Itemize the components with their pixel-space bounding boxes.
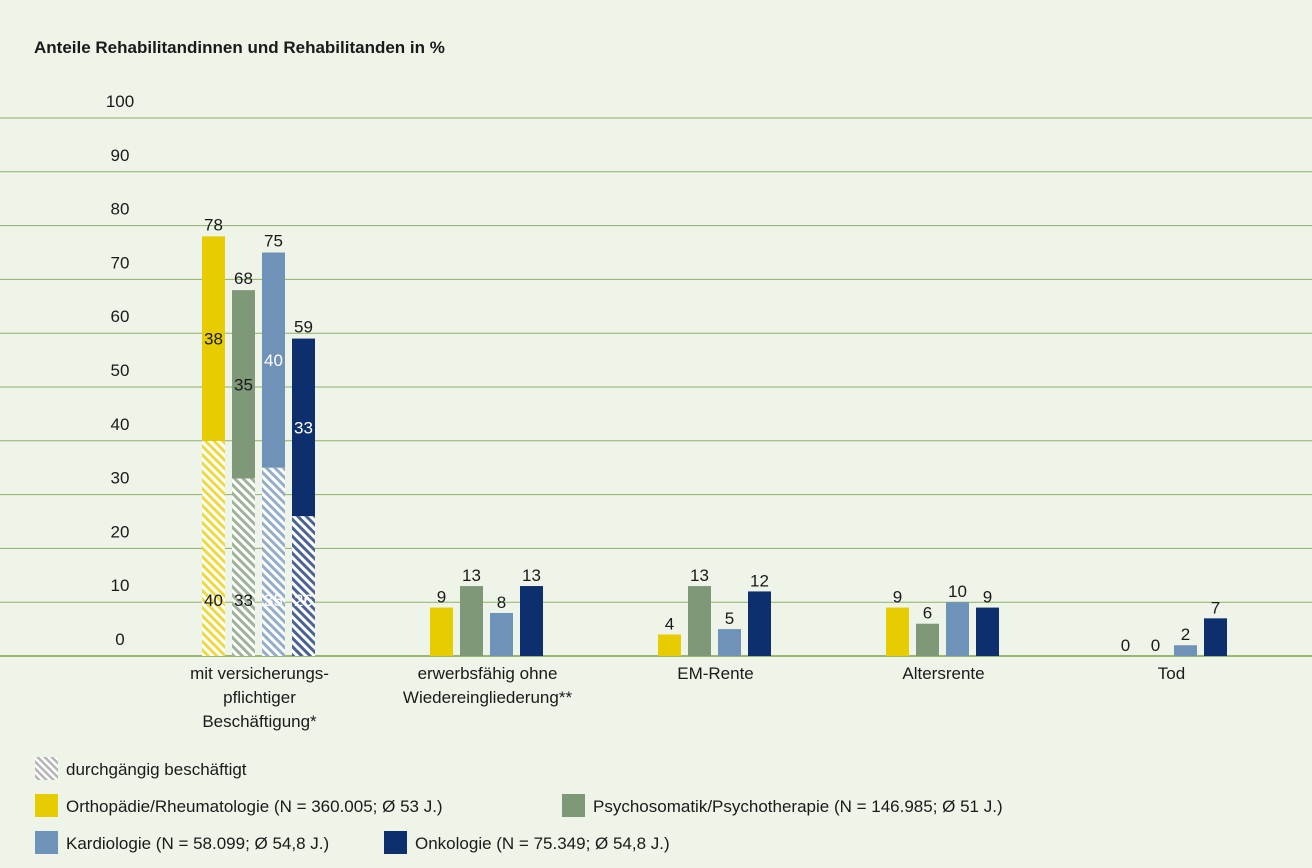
y-tick-label: 90 bbox=[111, 146, 130, 165]
total-label: 59 bbox=[294, 318, 313, 337]
legend-swatch bbox=[35, 794, 58, 817]
category-label: Tod bbox=[1158, 664, 1185, 683]
total-label: 75 bbox=[264, 232, 283, 251]
bar bbox=[520, 586, 543, 656]
continuous-label: 33 bbox=[234, 591, 253, 610]
total-label: 78 bbox=[204, 215, 223, 234]
y-tick-label: 30 bbox=[111, 469, 130, 488]
continuous-label: 26 bbox=[294, 591, 313, 610]
upper-label: 35 bbox=[234, 375, 253, 394]
bar-value-label: 13 bbox=[690, 566, 709, 585]
y-tick-label: 70 bbox=[111, 253, 130, 272]
bar-value-label: 2 bbox=[1181, 625, 1190, 644]
y-tick-label: 10 bbox=[111, 576, 130, 595]
bar bbox=[718, 629, 741, 656]
bar bbox=[460, 586, 483, 656]
bar bbox=[916, 623, 939, 656]
upper-label: 38 bbox=[204, 330, 223, 349]
bar bbox=[946, 602, 969, 656]
category-labels: mit versicherungs-pflichtiger Beschäftigu… bbox=[190, 664, 1185, 731]
continuous-label: 35 bbox=[264, 591, 283, 610]
bar-value-label: 9 bbox=[437, 588, 446, 607]
category-label: erwerbsfähig ohne bbox=[418, 664, 558, 683]
legend-swatch bbox=[562, 794, 585, 817]
y-tick-label: 40 bbox=[111, 415, 130, 434]
legend-label: Onkologie (N = 75.349; Ø 54,8 J.) bbox=[415, 834, 670, 853]
legend-label: Psychosomatik/Psychotherapie (N = 146.98… bbox=[593, 797, 1003, 816]
bar-value-label: 0 bbox=[1121, 636, 1130, 655]
bar bbox=[688, 586, 711, 656]
y-tick-label: 60 bbox=[111, 307, 130, 326]
bar-value-label: 13 bbox=[522, 566, 541, 585]
bar bbox=[976, 607, 999, 656]
bar bbox=[748, 591, 771, 656]
bar-continuous bbox=[232, 478, 255, 656]
category-label: pflichtiger bbox=[223, 688, 296, 707]
bar-value-label: 13 bbox=[462, 566, 481, 585]
bar-upper bbox=[262, 252, 285, 468]
category-label: Wiedereingliederung** bbox=[403, 688, 573, 707]
bar bbox=[490, 612, 513, 656]
bar bbox=[1174, 645, 1197, 656]
bar-value-label: 8 bbox=[497, 593, 506, 612]
y-tick-label: 20 bbox=[111, 522, 130, 541]
legend-swatch-hatch bbox=[35, 757, 58, 780]
bar-value-label: 12 bbox=[750, 571, 769, 590]
bar bbox=[1204, 618, 1227, 656]
bar-continuous bbox=[292, 516, 315, 656]
legend-label: Kardiologie (N = 58.099; Ø 54,8 J.) bbox=[66, 834, 329, 853]
value-labels: 78 38 40 9 4 9 0 68 35 33 13 13 6 0 75 40 35 8 5 10 2 59 33 26 1… bbox=[204, 215, 1220, 655]
bar-value-label: 4 bbox=[665, 614, 674, 633]
total-label: 68 bbox=[234, 269, 253, 288]
category-label: Beschäftigung* bbox=[202, 712, 317, 731]
y-tick-label: 50 bbox=[111, 361, 130, 380]
continuous-label: 40 bbox=[204, 591, 223, 610]
bar-upper bbox=[232, 290, 255, 479]
legend: durchgängig beschäftigt Orthopädie/Rheuma… bbox=[35, 757, 1003, 854]
y-tick-label: 100 bbox=[106, 92, 134, 111]
bar-value-label: 0 bbox=[1151, 636, 1160, 655]
category-label: Altersrente bbox=[902, 664, 984, 683]
bar bbox=[658, 634, 681, 656]
bar bbox=[430, 607, 453, 656]
bar-value-label: 9 bbox=[983, 588, 992, 607]
y-tick-label: 0 bbox=[115, 630, 124, 649]
bar-value-label: 7 bbox=[1211, 598, 1220, 617]
upper-label: 33 bbox=[294, 418, 313, 437]
bar-value-label: 5 bbox=[725, 609, 734, 628]
bar bbox=[886, 607, 909, 656]
category-label: mit versicherungs- bbox=[190, 664, 329, 683]
legend-swatch bbox=[35, 831, 58, 854]
y-tick-label: 80 bbox=[111, 200, 130, 219]
legend-label-hatch: durchgängig beschäftigt bbox=[66, 760, 247, 779]
bars bbox=[202, 236, 1227, 656]
legend-swatch bbox=[384, 831, 407, 854]
bar-upper bbox=[202, 236, 225, 441]
legend-label: Orthopädie/Rheumatologie (N = 360.005; Ø… bbox=[66, 797, 443, 816]
bar-value-label: 10 bbox=[948, 582, 967, 601]
bar-value-label: 9 bbox=[893, 588, 902, 607]
bar-continuous bbox=[202, 440, 225, 656]
bar-upper bbox=[292, 338, 315, 517]
category-label: EM-Rente bbox=[677, 664, 754, 683]
bar-continuous bbox=[262, 467, 285, 656]
chart-title: Anteile Rehabilitandinnen und Rehabilita… bbox=[34, 38, 445, 57]
upper-label: 40 bbox=[264, 351, 283, 370]
bar-value-label: 6 bbox=[923, 604, 932, 623]
